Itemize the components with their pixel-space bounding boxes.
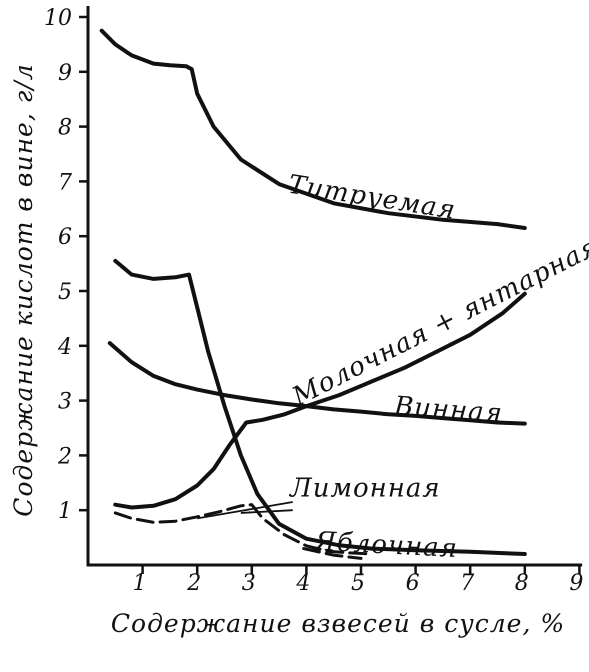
x-tick-label: 2	[186, 571, 201, 596]
x-tick-label: 7	[460, 571, 474, 596]
x-tick-label: 8	[515, 571, 529, 596]
y-tick-label: 5	[58, 280, 72, 305]
series-lactic-succinic-line	[113, 291, 527, 510]
x-tick-label: 9	[569, 571, 583, 596]
y-tick-label: 4	[57, 335, 72, 360]
y-tick-label: 8	[58, 116, 72, 141]
series-titratable-line	[99, 28, 527, 230]
x-tick-label: 3	[242, 571, 256, 596]
series-titratable-label: Титруемая	[286, 170, 458, 226]
y-tick-label: 10	[44, 6, 72, 31]
citric-leader-line	[197, 501, 293, 520]
series-curves	[99, 28, 527, 560]
y-tick-label: 3	[58, 390, 72, 415]
series-citric-tail	[302, 547, 363, 560]
tick-marks	[79, 15, 581, 574]
series-lactic-succinic-label: Молочная + янтарная	[287, 232, 589, 413]
series-malic-label: Яблочная	[313, 527, 458, 565]
y-tick-label: 1	[58, 499, 72, 524]
series-tartaric-label: Винная	[392, 391, 504, 429]
y-tick-label: 7	[58, 170, 72, 195]
series-citric-label: Лимонная	[288, 474, 441, 504]
y-tick-label: 6	[58, 225, 72, 250]
y-tick-label: 9	[58, 61, 72, 86]
y-tick-label: 2	[57, 444, 72, 469]
x-tick-label: 6	[406, 571, 420, 596]
axes	[86, 6, 583, 567]
axis-lines	[86, 6, 583, 567]
x-tick-label: 1	[133, 571, 147, 596]
y-axis-title: Содержание кислот в вине, г/л	[9, 63, 38, 516]
tick-labels: 1 2 3 4 5 6 7 8 9 1 2 3 4 5 6 7 8 9 10	[44, 6, 583, 596]
x-tick-label: 4	[295, 571, 310, 596]
series-tartaric-line	[107, 341, 527, 426]
x-tick-label: 5	[351, 571, 365, 596]
x-axis-title: Содержание взвесей в сусле, %	[111, 609, 565, 638]
series-malic-line	[113, 258, 527, 556]
citric-leader-line-2	[240, 509, 293, 514]
